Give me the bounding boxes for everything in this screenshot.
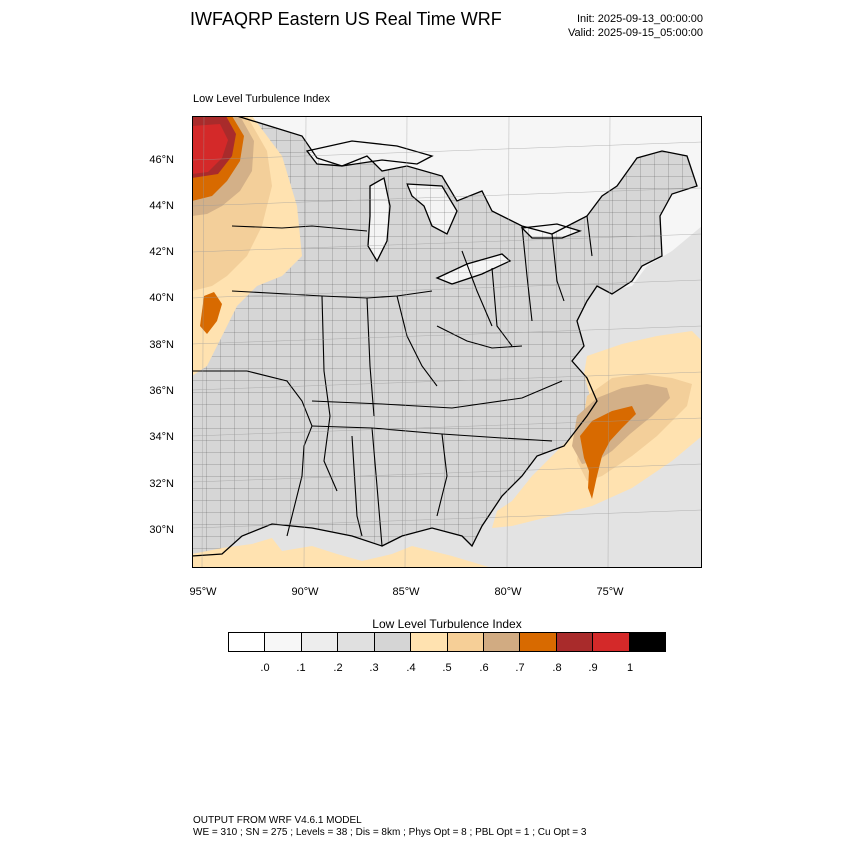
graticule: [192, 116, 702, 568]
lon-label-85: 85°W: [392, 586, 420, 598]
lon-label-75: 75°W: [596, 586, 624, 598]
lat-label-34: 34°N: [149, 431, 174, 443]
colorbar: [228, 632, 666, 652]
turbulence-map: [192, 116, 702, 568]
colorbar-cell: [301, 633, 339, 651]
colorbar-cell: [374, 633, 412, 651]
turbulence-orange-atlantic: [580, 406, 636, 499]
init-time: Init: 2025-09-13_00:00:00: [577, 13, 703, 25]
lon-label-80: 80°W: [494, 586, 522, 598]
colorbar-tick: .4: [406, 662, 416, 674]
colorbar-cell: [447, 633, 484, 651]
colorbar-cell: [556, 633, 594, 651]
lon-label-95: 95°W: [189, 586, 217, 598]
colorbar-tick: .0: [260, 662, 270, 674]
lon-label-90: 90°W: [291, 586, 319, 598]
colorbar-cell: [229, 633, 266, 651]
colorbar-cell: [629, 633, 666, 651]
colorbar-cell: [520, 633, 557, 651]
colorbar-tick: .1: [296, 662, 306, 674]
model-info-line-2: WE = 310 ; SN = 275 ; Levels = 38 ; Dis …: [193, 827, 587, 838]
valid-time: Valid: 2025-09-15_05:00:00: [568, 27, 703, 39]
colorbar-cell: [483, 633, 521, 651]
colorbar-tick: .8: [552, 662, 562, 674]
lat-label-42: 42°N: [149, 246, 174, 258]
lat-label-38: 38°N: [149, 339, 174, 351]
colorbar-cell: [265, 633, 302, 651]
map-field-label: Low Level Turbulence Index: [193, 93, 330, 105]
colorbar-tick: .3: [369, 662, 379, 674]
colorbar-cell: [593, 633, 630, 651]
colorbar-tick: 1: [626, 662, 634, 674]
lat-label-46: 46°N: [149, 154, 174, 166]
model-info-line-1: OUTPUT FROM WRF V4.6.1 MODEL: [193, 815, 362, 826]
lat-label-36: 36°N: [149, 385, 174, 397]
colorbar-cell: [411, 633, 448, 651]
lat-label-30: 30°N: [149, 524, 174, 536]
colorbar-title: Low Level Turbulence Index: [372, 617, 522, 631]
turbulence-red-west: [192, 124, 228, 174]
lat-label-40: 40°N: [149, 292, 174, 304]
map-panel: [192, 116, 702, 568]
colorbar-tick: .6: [479, 662, 489, 674]
lat-label-44: 44°N: [149, 200, 174, 212]
coastlines: [192, 116, 698, 557]
map-border: [192, 116, 702, 568]
colorbar-cell: [338, 633, 375, 651]
turbulence-orange-west-south: [200, 292, 222, 334]
colorbar-tick: .7: [515, 662, 525, 674]
colorbar-tick: .9: [588, 662, 598, 674]
page-title: IWFAQRP Eastern US Real Time WRF: [190, 9, 502, 29]
colorbar-tick: .2: [333, 662, 343, 674]
county-boundaries: [192, 116, 697, 556]
colorbar-tick: .5: [442, 662, 452, 674]
turbulence-low-gulf: [192, 538, 492, 568]
lat-label-32: 32°N: [149, 478, 174, 490]
